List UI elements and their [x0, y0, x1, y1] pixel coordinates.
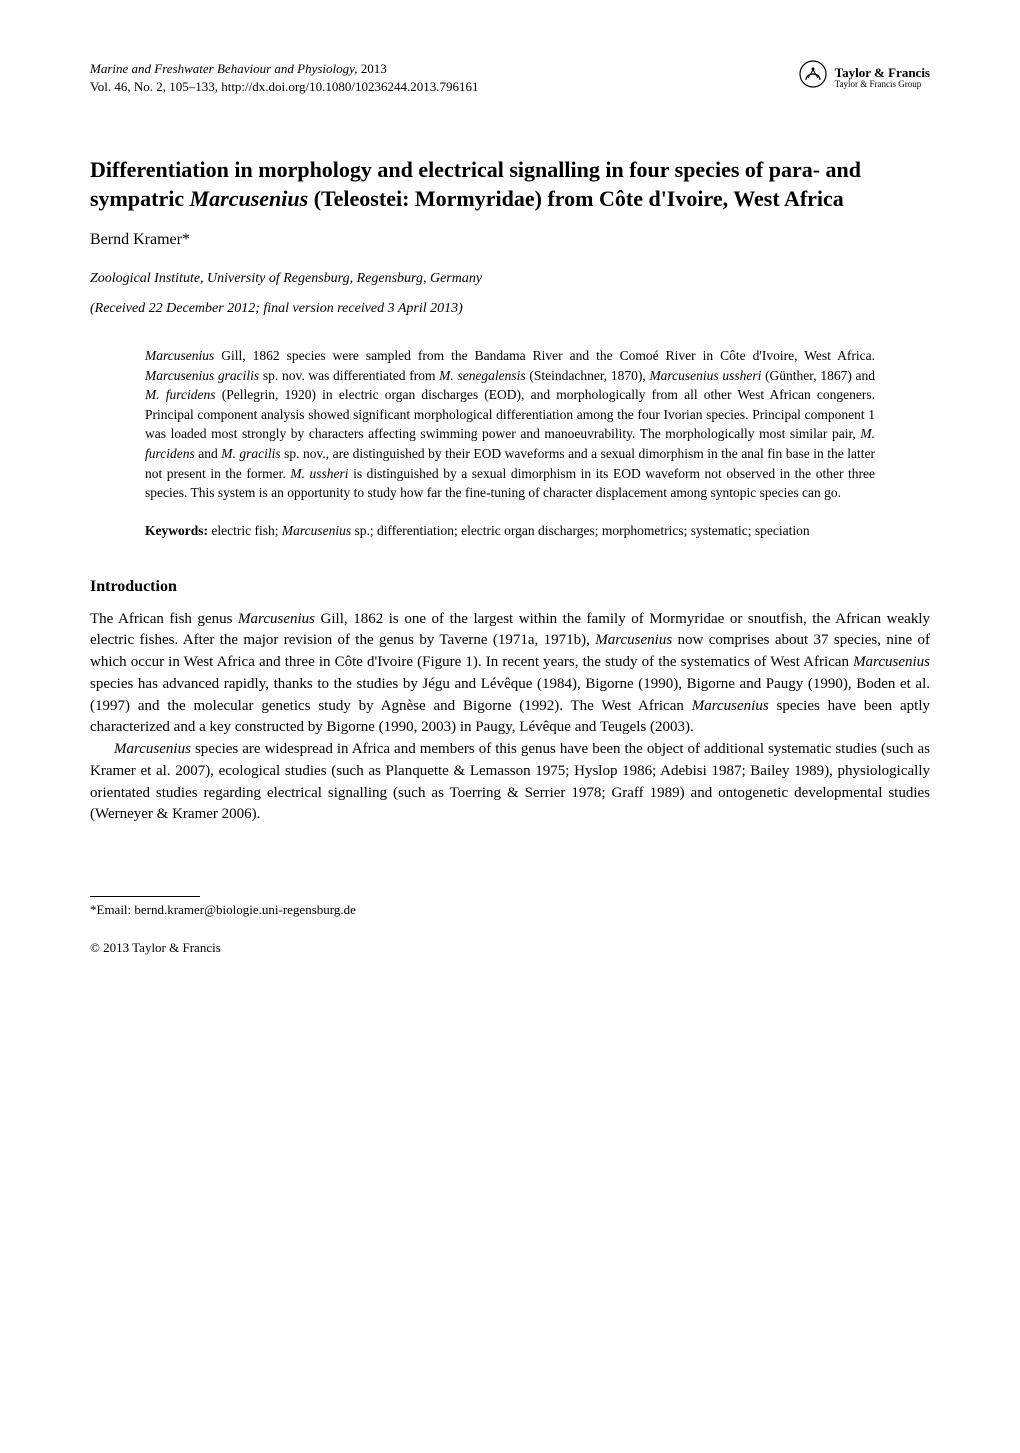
intro-paragraph-2: Marcusenius species are widespread in Af… [90, 739, 930, 826]
abstract-sp7: M. gracilis [221, 446, 280, 461]
abstract-sp4: Marcusenius ussheri [649, 368, 761, 383]
intro-heading: Introduction [90, 576, 930, 598]
footnote-email: *Email: bernd.kramer@biologie.uni-regens… [90, 901, 930, 919]
copyright: © 2013 Taylor & Francis [90, 939, 930, 957]
journal-issue: Vol. 46, No. 2, 105–133, http://dx.doi.o… [90, 79, 478, 94]
p1-sp3: Marcusenius [853, 654, 930, 670]
p1-t1: The African fish genus [90, 611, 238, 627]
publisher-badge: Taylor & Francis Taylor & Francis Group [799, 60, 930, 95]
page-header: Marine and Freshwater Behaviour and Phys… [90, 60, 930, 96]
journal-info: Marine and Freshwater Behaviour and Phys… [90, 60, 478, 96]
journal-name: Marine and Freshwater Behaviour and Phys… [90, 61, 354, 76]
article-title: Differentiation in morphology and electr… [90, 156, 930, 213]
p1-sp4: Marcusenius [692, 698, 769, 714]
abstract-t1: Gill, 1862 species were sampled from the… [214, 348, 875, 363]
keywords: Keywords: electric fish; Marcusenius sp.… [145, 521, 875, 541]
abstract-t4: (Günther, 1867) and [761, 368, 875, 383]
author: Bernd Kramer* [90, 229, 930, 251]
publisher-text: Taylor & Francis Taylor & Francis Group [835, 66, 930, 90]
abstract-sp3: M. senegalensis [439, 368, 526, 383]
publisher-sub: Taylor & Francis Group [835, 80, 930, 90]
abstract-sp5: M. furcidens [145, 387, 216, 402]
keywords-sp1: Marcusenius [282, 523, 351, 538]
journal-year: 2013 [361, 61, 387, 76]
abstract-sp8: M. ussheri [290, 466, 348, 481]
abstract-sp1: Marcusenius [145, 348, 214, 363]
keywords-t2: sp.; differentiation; electric organ dis… [351, 523, 810, 538]
keywords-t1: electric fish; [208, 523, 282, 538]
keywords-label: Keywords: [145, 523, 208, 538]
footnote-rule [90, 896, 200, 897]
p1-sp1: Marcusenius [238, 611, 315, 627]
dates-text: (Received 22 December 2012; final versio… [90, 301, 463, 316]
abstract-t6: and [195, 446, 222, 461]
intro-paragraph-1: The African fish genus Marcusenius Gill,… [90, 609, 930, 740]
title-part2: (Teleostei: Mormyridae) from Côte d'Ivoi… [308, 186, 844, 211]
publisher-main: Taylor & Francis [835, 66, 930, 80]
abstract: Marcusenius Gill, 1862 species were samp… [145, 346, 875, 503]
abstract-t3: (Steindachner, 1870), [526, 368, 650, 383]
publisher-icon [799, 60, 827, 95]
abstract-sp2: Marcusenius gracilis [145, 368, 259, 383]
p2-sp1: Marcusenius [114, 741, 191, 757]
abstract-t5: (Pellegrin, 1920) in electric organ disc… [145, 387, 875, 441]
title-genus: Marcusenius [190, 186, 309, 211]
affiliation: Zoological Institute, University of Rege… [90, 269, 930, 289]
abstract-t2: sp. nov. was differentiated from [259, 368, 439, 383]
p1-sp2: Marcusenius [595, 632, 672, 648]
dates-received: (Received 22 December 2012; final versio… [90, 299, 930, 319]
p2-t1: species are widespread in Africa and mem… [90, 741, 930, 822]
